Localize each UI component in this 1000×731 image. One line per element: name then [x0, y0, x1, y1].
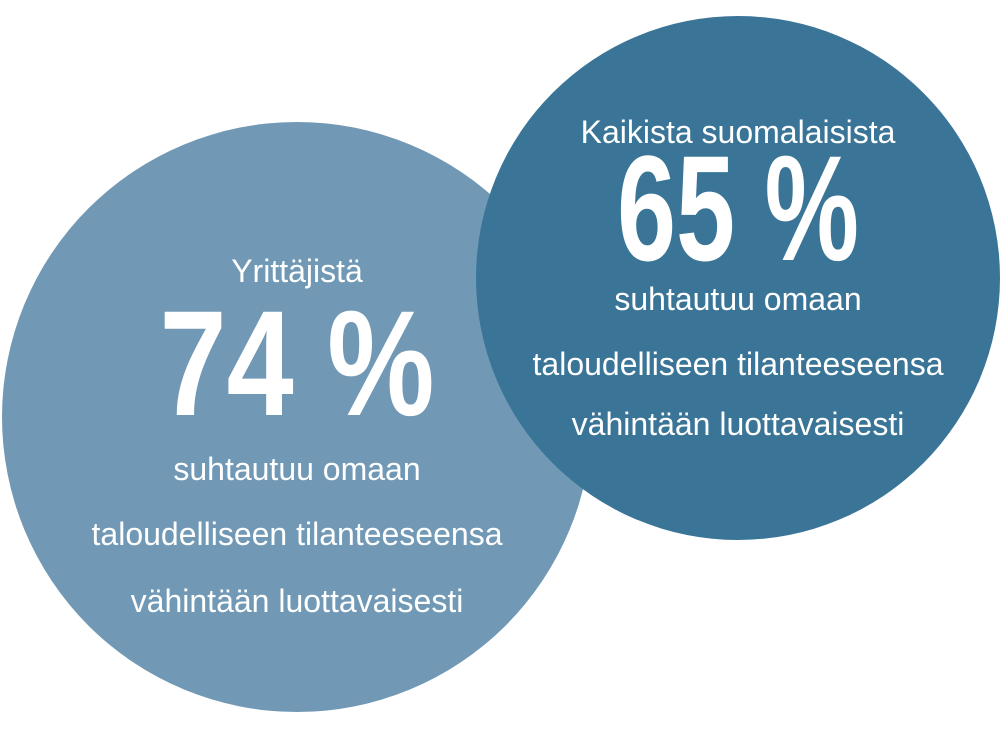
description-line: suhtautuu omaan — [614, 281, 861, 317]
circle-all-finns — [476, 16, 1000, 540]
lead-text: Yrittäjistä — [231, 253, 363, 289]
big-figure: 74 % — [160, 279, 435, 447]
circle-entrepreneurs — [2, 122, 592, 712]
description-line: vähintään luottavaisesti — [572, 406, 905, 442]
lead-text: Kaikista suomalaisista — [581, 114, 896, 150]
description-line: suhtautuu omaan — [173, 451, 420, 487]
description-line: vähintään luottavaisesti — [131, 583, 464, 619]
description-line: taloudelliseen tilanteeseensa — [533, 346, 944, 382]
big-figure: 65 % — [617, 124, 859, 292]
description-line: taloudelliseen tilanteeseensa — [92, 516, 503, 552]
